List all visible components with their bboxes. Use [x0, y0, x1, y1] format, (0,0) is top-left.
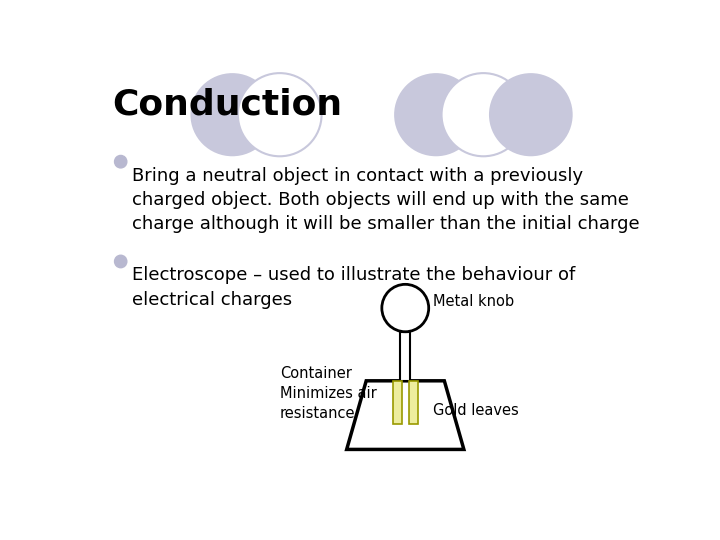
Text: Conduction: Conduction	[112, 87, 343, 122]
Ellipse shape	[441, 73, 526, 156]
Ellipse shape	[238, 73, 322, 156]
Polygon shape	[393, 381, 402, 424]
Ellipse shape	[489, 73, 572, 156]
Text: Metal knob: Metal knob	[433, 294, 514, 309]
Polygon shape	[347, 381, 464, 449]
Text: Bring a neutral object in contact with a previously
charged object. Both objects: Bring a neutral object in contact with a…	[132, 167, 639, 233]
Text: Container
Minimizes air
resistance: Container Minimizes air resistance	[280, 366, 377, 421]
Polygon shape	[409, 381, 418, 424]
Text: Gold leaves: Gold leaves	[433, 403, 519, 418]
Ellipse shape	[382, 285, 428, 332]
Ellipse shape	[114, 255, 127, 268]
Ellipse shape	[190, 73, 274, 156]
Ellipse shape	[394, 73, 478, 156]
FancyBboxPatch shape	[400, 332, 410, 381]
Ellipse shape	[114, 156, 127, 168]
Text: Electroscope – used to illustrate the behaviour of
electrical charges: Electroscope – used to illustrate the be…	[132, 266, 575, 309]
